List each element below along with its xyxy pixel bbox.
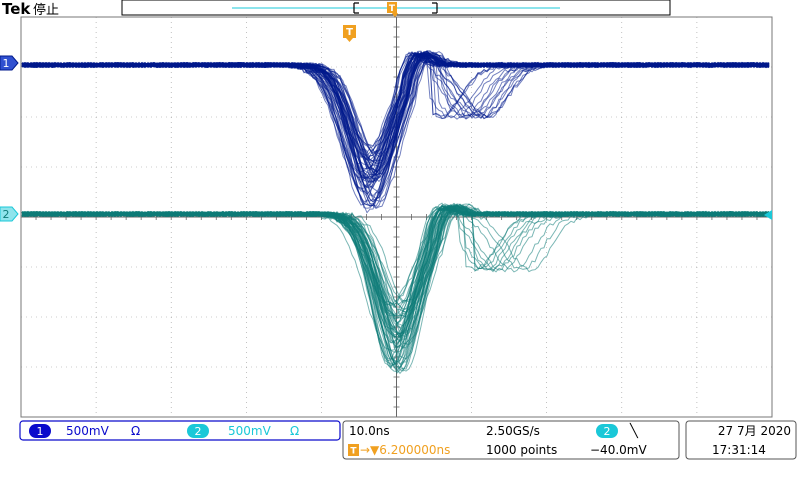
datetime-box: 27 7月 2020 17:31:14 <box>685 420 797 460</box>
trigger-position-marker[interactable]: T <box>343 25 356 42</box>
trigger-source-label: 2 <box>604 425 611 438</box>
ch2-ohm-icon: Ω <box>290 424 299 438</box>
ch2-badge[interactable]: 2 <box>187 424 209 438</box>
ch2-marker-label: 2 <box>3 208 10 221</box>
trigger-level: −40.0mV <box>590 443 647 457</box>
ch1-badge[interactable]: 1 <box>29 424 51 438</box>
run-state: 停止 <box>33 2 59 18</box>
trigger-position-letter: T <box>346 27 353 38</box>
falling-slope-icon: ╲ <box>629 422 639 439</box>
brand-logo: Tek <box>2 0 31 18</box>
ch1-scale: 500mV <box>66 424 110 438</box>
sample-rate: 2.50GS/s <box>486 424 540 438</box>
ch2-waveform <box>21 202 770 375</box>
ch1-waveform <box>21 50 770 214</box>
ch2-scale: 500mV <box>228 424 272 438</box>
trigger-delay-letter: T <box>350 447 357 457</box>
ch1-ohm-icon: Ω <box>131 424 140 438</box>
channel-info-box[interactable]: 1 500mV Ω 2 500mV Ω <box>19 420 341 441</box>
trigger-source-badge: 2 <box>596 424 618 438</box>
time-per-div: 10.0ns <box>349 424 390 438</box>
ch1-marker-label: 1 <box>3 57 10 70</box>
trigger-level-marker-icon[interactable] <box>764 210 772 220</box>
ch2-badge-label: 2 <box>195 425 202 438</box>
ch1-badge-label: 1 <box>37 425 44 438</box>
ch2-ground-marker[interactable]: 2 <box>0 206 19 222</box>
record-trigger-marker-icon: T <box>387 2 398 18</box>
record-view-bar[interactable]: T <box>121 0 671 18</box>
timebase-trigger-box[interactable]: 10.0ns 2.50GS/s 2 ╲ T →▼6.200000ns 1000 … <box>342 420 680 460</box>
time-display: 17:31:14 <box>712 443 766 457</box>
record-length: 1000 points <box>486 443 557 457</box>
date-display: 27 7月 2020 <box>718 424 791 438</box>
ch1-ground-marker[interactable]: 1 <box>0 55 19 71</box>
trigger-delay-icon: T <box>348 444 359 457</box>
record-trigger-letter: T <box>389 4 396 14</box>
trigger-position-readout: →▼6.200000ns <box>360 443 450 457</box>
